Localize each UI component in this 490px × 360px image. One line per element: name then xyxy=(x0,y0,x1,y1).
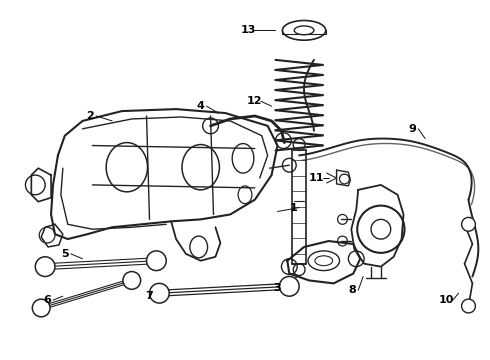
Text: 8: 8 xyxy=(348,285,356,295)
Text: 9: 9 xyxy=(409,124,416,134)
Text: 1: 1 xyxy=(290,203,297,212)
Text: 3: 3 xyxy=(274,283,281,293)
Circle shape xyxy=(462,299,475,313)
Circle shape xyxy=(279,276,299,296)
Circle shape xyxy=(149,283,169,303)
Text: 11: 11 xyxy=(309,173,324,183)
Text: 7: 7 xyxy=(146,291,153,301)
Text: 12: 12 xyxy=(247,96,263,106)
Text: 6: 6 xyxy=(43,295,51,305)
Circle shape xyxy=(35,257,55,276)
Text: 5: 5 xyxy=(61,249,69,259)
Circle shape xyxy=(147,251,166,271)
Text: 4: 4 xyxy=(197,101,205,111)
Text: 13: 13 xyxy=(240,25,256,35)
Text: 10: 10 xyxy=(439,295,455,305)
Circle shape xyxy=(32,299,50,317)
Circle shape xyxy=(462,217,475,231)
Text: 2: 2 xyxy=(87,111,94,121)
Circle shape xyxy=(123,271,141,289)
